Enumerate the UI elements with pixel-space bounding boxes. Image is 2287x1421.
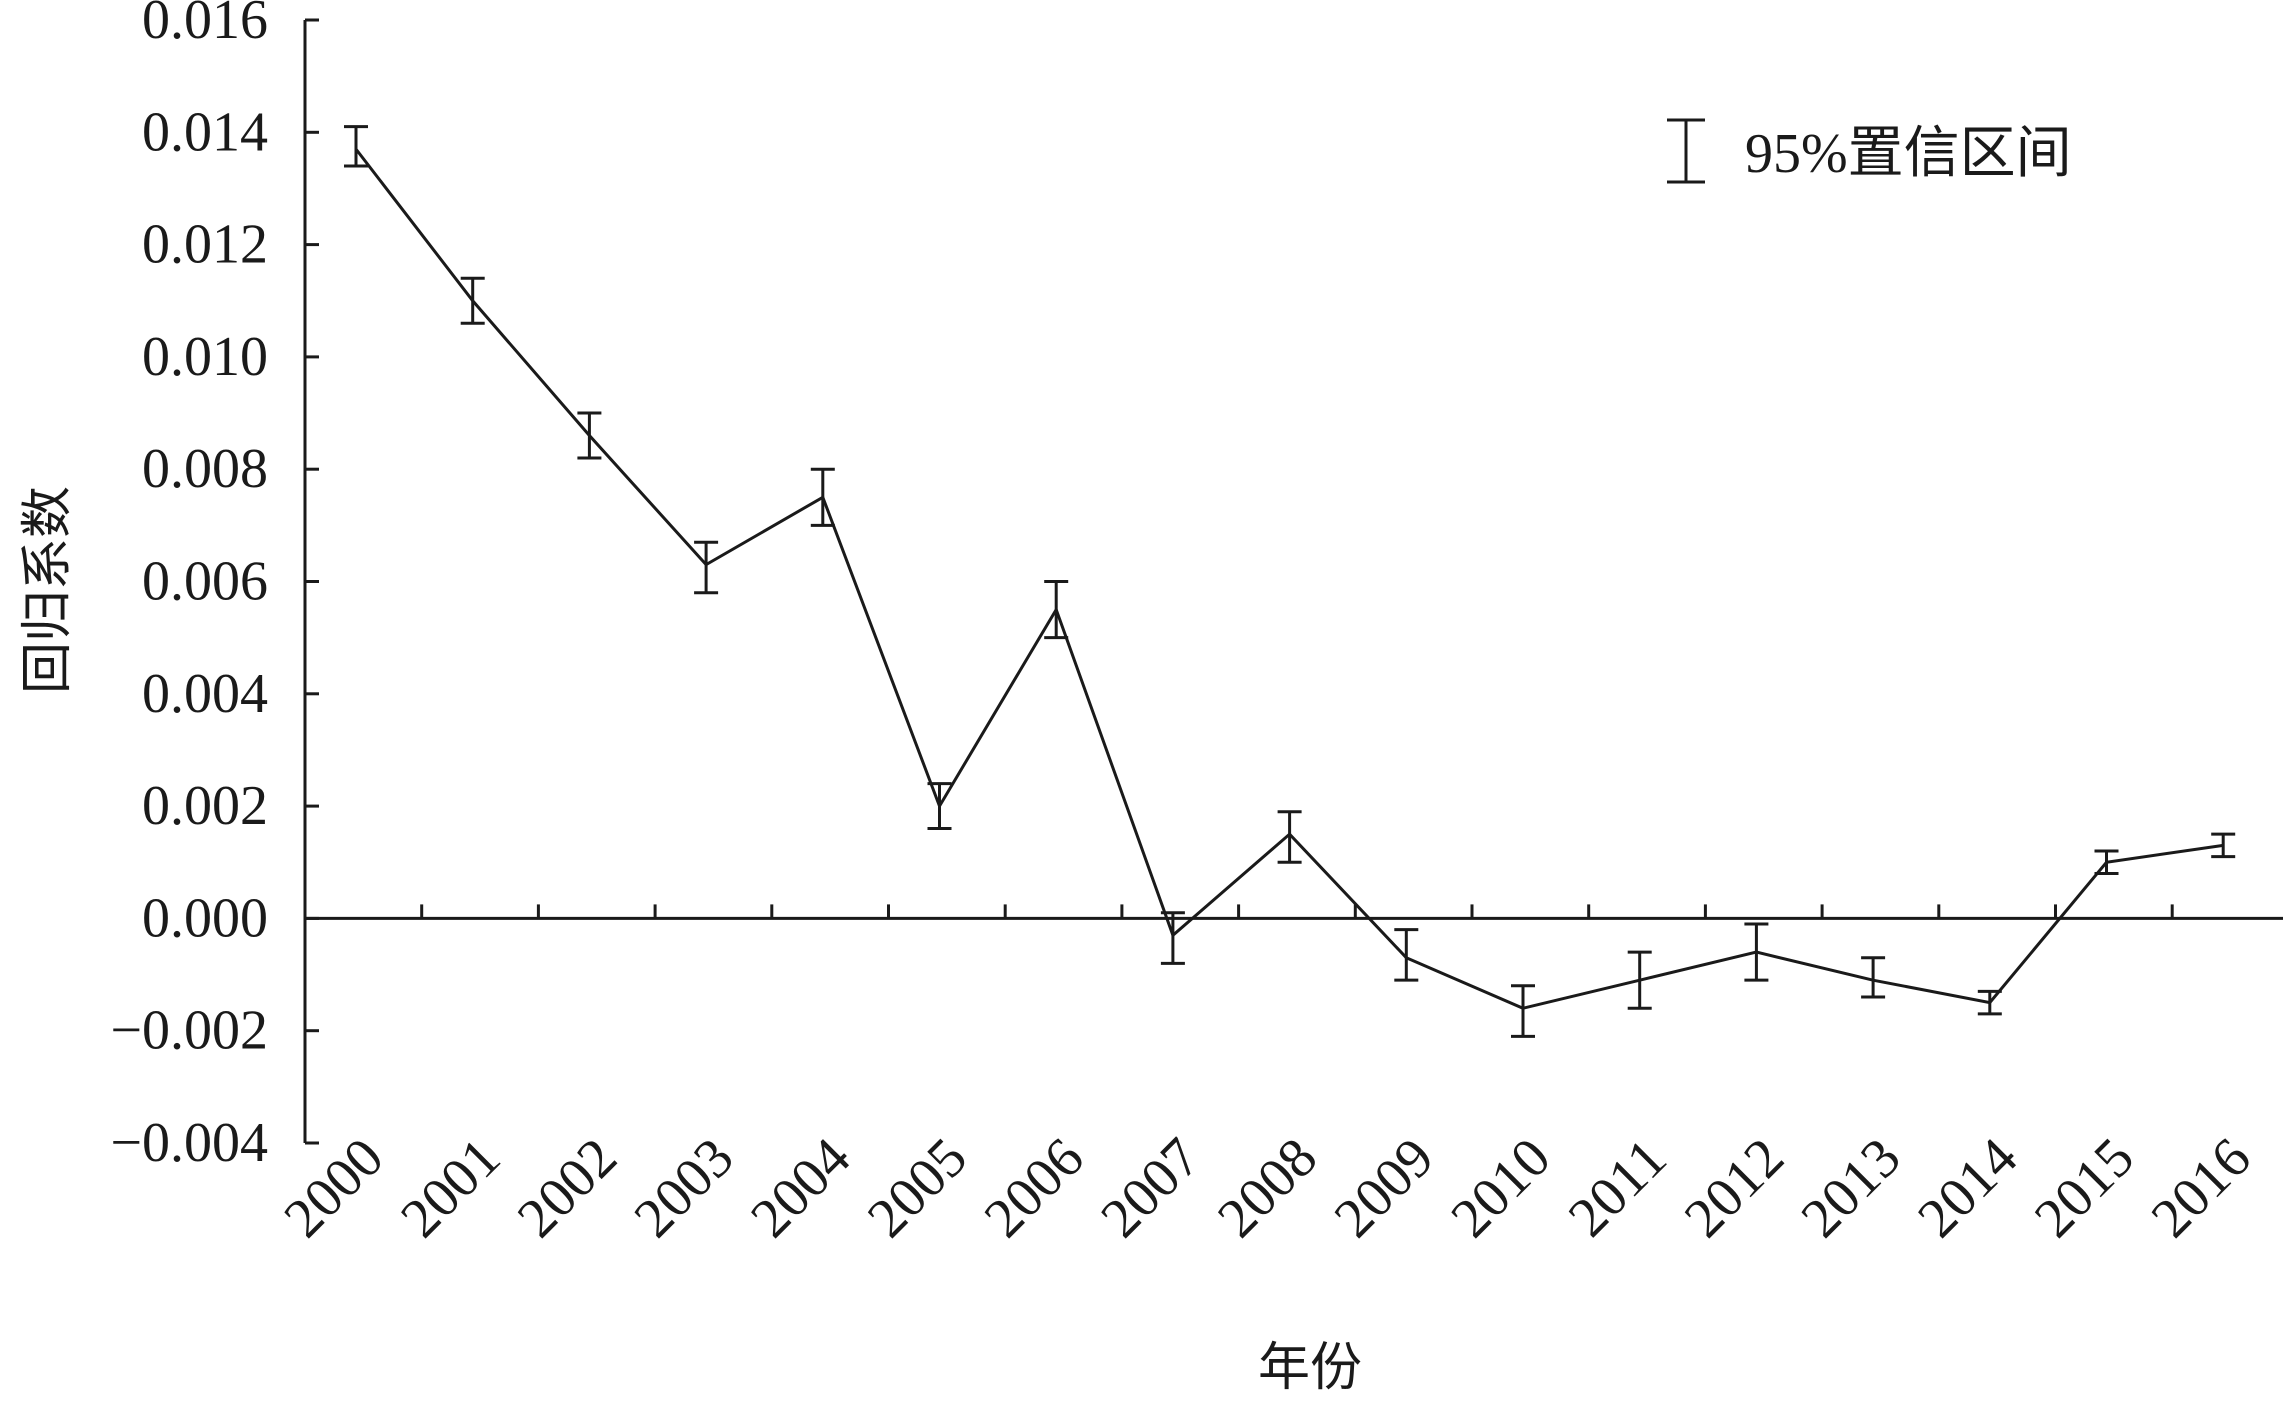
y-tick-label: 0.008: [142, 438, 268, 500]
y-tick-label: 0.010: [142, 326, 268, 388]
x-tick-label: 2002: [506, 1126, 629, 1249]
x-tick-label: 2004: [739, 1126, 862, 1249]
x-tick-label: 2000: [272, 1126, 395, 1249]
error-bar: [344, 125, 368, 168]
x-tick-label: 2007: [1089, 1126, 1212, 1249]
legend-label: 95%置信区间: [1745, 123, 2072, 185]
error-bar: [1511, 984, 1535, 1038]
error-bar: [1277, 810, 1302, 864]
y-tick-label: 0.006: [142, 551, 268, 613]
x-tick-label: 2005: [856, 1126, 979, 1249]
x-tick-labels: 2000200120022003200420052006200720082009…: [272, 1126, 2262, 1249]
x-tick-label: 2012: [1673, 1126, 1796, 1249]
series: [354, 148, 2224, 1010]
y-tick-label: 0.012: [142, 214, 268, 276]
x-tick-label: 2010: [1439, 1126, 1562, 1249]
error-bar: [1160, 911, 1185, 965]
y-axis-title: 回归系数: [18, 486, 78, 694]
error-bars: [344, 125, 2236, 1038]
series-line: [354, 148, 2224, 1010]
y-tick-labels: 0.016 0.014 0.012 0.010 0.008 0.006 0.004 0.002…: [110, 0, 268, 1174]
x-tick-label: 2009: [1323, 1126, 1446, 1249]
legend: 95%置信区间: [1667, 118, 2072, 185]
y-tick-label: 0.014: [142, 101, 268, 163]
x-tick-label: 2006: [973, 1126, 1096, 1249]
x-tick-label: 2016: [2140, 1126, 2263, 1249]
error-bar: [1394, 928, 1419, 982]
y-tick-label: 0.016: [142, 0, 268, 51]
error-bar: [1861, 956, 1886, 999]
x-tick-label: 2003: [623, 1126, 746, 1249]
legend-errorbar-icon: [1667, 118, 1705, 184]
y-tick-label: 0.004: [142, 663, 268, 725]
x-tick-label: 2013: [1790, 1126, 1913, 1249]
y-tick-label: 0.000: [142, 887, 268, 949]
axes: [303, 18, 2283, 1145]
x-tick-label: 2014: [1906, 1126, 2029, 1249]
x-tick-label: 2008: [1206, 1126, 1329, 1249]
y-tick-label: 0.002: [142, 775, 268, 837]
x-tick-label: 2001: [389, 1126, 512, 1249]
error-bar: [694, 540, 719, 595]
x-axis-title: 年份: [1258, 1338, 1362, 1398]
y-tick-label: −0.002: [110, 1000, 268, 1062]
x-tick-label: 2015: [2023, 1126, 2146, 1249]
x-tick-label: 2011: [1557, 1127, 1679, 1249]
y-tick-label: −0.004: [110, 1112, 268, 1174]
